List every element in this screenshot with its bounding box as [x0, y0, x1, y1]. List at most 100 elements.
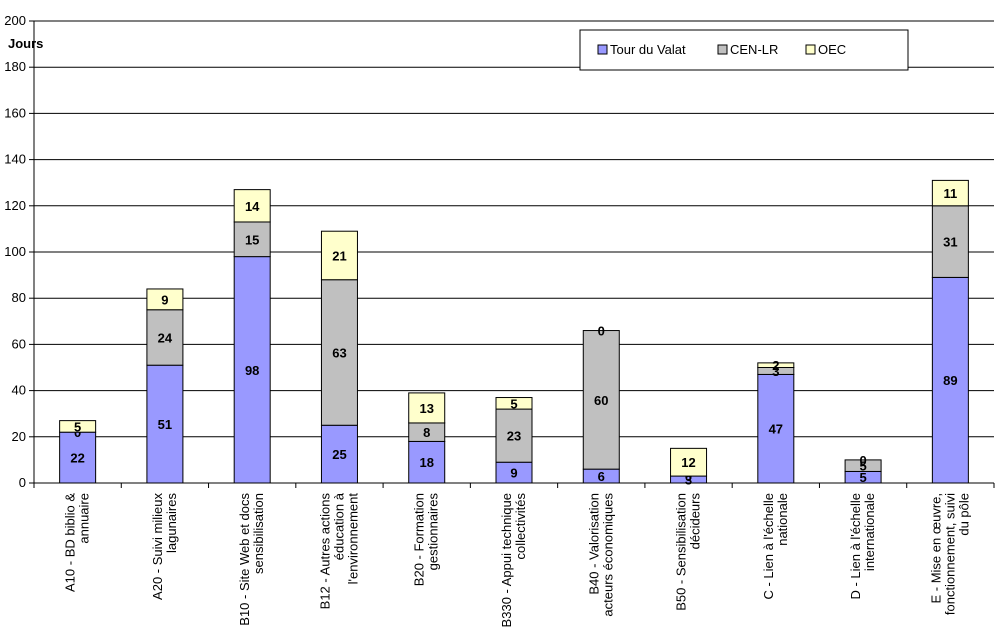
x-tick-label: décideurs	[688, 493, 703, 550]
bar-segment	[495, 408, 533, 463]
bar-segment	[582, 330, 620, 470]
x-tick-label: nationale	[775, 493, 790, 546]
bar-segment	[320, 279, 358, 426]
bars: 2205512499815142563211881392356600301247…	[59, 179, 969, 488]
x-tick-label: C - Lien à l'échelle	[761, 493, 776, 600]
bar-segment	[59, 420, 97, 433]
x-tick-label: l'environnement	[345, 493, 360, 585]
grid-lines	[34, 20, 994, 438]
x-tick-label: B10 - Site Web et docs	[237, 493, 252, 626]
x-tick-label: A20 - Suivi milieux	[150, 493, 165, 600]
data-label: 21	[332, 248, 346, 263]
y-tick-label: 60	[12, 336, 26, 351]
legend-label: OEC	[818, 42, 846, 57]
data-label: 0	[685, 469, 692, 484]
x-tick-label: acteurs économiques	[600, 493, 615, 617]
data-label: 9	[161, 292, 168, 307]
legend-box	[579, 29, 909, 71]
y-axis-label: Jours	[8, 36, 43, 51]
x-tick-label: D - Lien à l'échelle	[848, 493, 863, 600]
y-axis: 0 20 40 60 80 100 120 140 160 180 200	[4, 13, 35, 490]
x-tick-label: B40 - Valorisation	[586, 493, 601, 595]
y-tick-label: 20	[12, 429, 26, 444]
data-label: 60	[594, 393, 608, 408]
x-tick-label: B50 - Sensibilisation	[674, 493, 689, 611]
bar-segment	[146, 364, 184, 484]
x-tick-label: collectivités	[513, 493, 528, 560]
data-label: 98	[245, 363, 259, 378]
data-label: 2	[772, 358, 779, 373]
legend-label: CEN-LR	[730, 42, 778, 57]
legend-swatch	[597, 44, 608, 55]
bar-segment	[757, 362, 795, 369]
y-tick-label: 140	[4, 152, 26, 167]
data-label: 5	[74, 419, 81, 434]
data-label: 89	[943, 373, 957, 388]
y-tick-label: 40	[12, 383, 26, 398]
legend-swatch	[717, 44, 728, 55]
legend-swatch	[805, 44, 816, 55]
data-label: 31	[943, 235, 957, 250]
data-label: 47	[769, 422, 783, 437]
data-label: 8	[423, 425, 430, 440]
x-tick-label: du pôle	[956, 493, 971, 536]
legend-label: Tour du Valat	[610, 42, 686, 57]
y-tick-label: 180	[4, 59, 26, 74]
data-label: 12	[681, 455, 695, 470]
legend: Tour du Valat CEN-LR OEC	[579, 29, 909, 71]
x-tick-label: éducation à	[331, 492, 346, 560]
data-label: 5	[859, 470, 866, 485]
x-tick-label: annuaire	[77, 493, 92, 544]
bar-segment	[408, 392, 446, 424]
bar-segment	[931, 276, 969, 484]
y-tick-label: 80	[12, 290, 26, 305]
x-tick-label: sensibilisation	[251, 493, 266, 574]
data-label: 0	[859, 453, 866, 468]
bar-segment	[844, 459, 882, 472]
data-label: 25	[332, 447, 346, 462]
bar-segment	[931, 205, 969, 278]
bar-segment	[233, 256, 271, 484]
data-label: 5	[510, 396, 517, 411]
bar-segment	[320, 230, 358, 281]
bar-segment	[931, 179, 969, 207]
data-label: 24	[158, 330, 173, 345]
data-label: 14	[245, 199, 260, 214]
x-tick-label: gestionnaires	[426, 493, 441, 571]
x-tick-label: E - Mise en œuvre,	[928, 493, 943, 604]
data-label: 3	[685, 473, 692, 488]
data-label: 9	[510, 466, 517, 481]
data-label: 15	[245, 232, 259, 247]
y-tick-label: 100	[4, 244, 26, 259]
x-tick-label: B330 - Appui technique	[499, 493, 514, 627]
bar-segment	[670, 447, 708, 477]
data-label: 22	[70, 451, 84, 466]
x-tick-label: A10 - BD biblio &	[63, 493, 78, 592]
y-tick-label: 0	[19, 475, 26, 490]
data-label: 11	[943, 186, 957, 201]
data-label: 5	[859, 459, 866, 474]
x-tick-label: internationale	[862, 493, 877, 571]
x-tick-label: fonctionnement, suivi	[942, 493, 957, 615]
bar-segment	[146, 288, 184, 311]
y-tick-label: 160	[4, 105, 26, 120]
data-label: 51	[158, 417, 172, 432]
y-tick-label: 200	[4, 13, 26, 28]
x-tick-label: B12 - Autres actions	[317, 493, 332, 610]
bar-segment	[495, 397, 533, 410]
bar-segment	[233, 189, 271, 223]
data-label: 63	[332, 345, 346, 360]
x-tick-label: B20 - Formation	[412, 493, 427, 586]
data-label: 6	[598, 469, 605, 484]
data-label: 23	[507, 429, 521, 444]
data-label: 13	[419, 401, 433, 416]
y-tick-label: 120	[4, 198, 26, 213]
x-tick-label: lagunaires	[164, 493, 179, 553]
bar-segment	[233, 221, 271, 258]
data-label: 18	[419, 455, 433, 470]
data-label: 3	[772, 364, 779, 379]
data-label: 0	[598, 324, 605, 339]
x-axis: A10 - BD biblio & annuaire A20 - Suivi mil…	[33, 482, 995, 627]
bar-segment	[320, 424, 358, 484]
